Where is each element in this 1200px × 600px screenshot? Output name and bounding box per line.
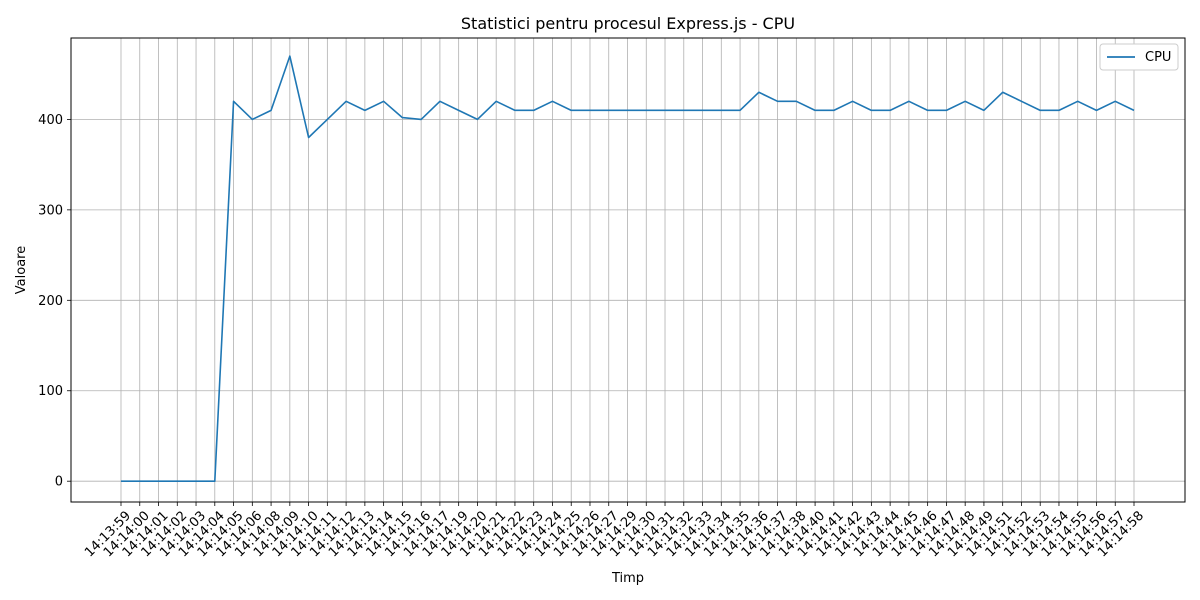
legend: CPU [1099,43,1179,71]
plot-area-frame [70,37,1186,503]
legend-label-cpu: CPU [1145,50,1171,65]
x-axis-label: Timp [611,571,644,586]
y-tick-label: 200 [38,294,63,309]
y-tick-label: 100 [38,384,63,399]
series-group [120,55,1135,483]
y-tick-label: 400 [38,113,63,128]
x-axis: 14:13:5914:14:0014:14:0114:14:0214:14:03… [82,502,1147,560]
grid-lines [71,38,1185,502]
y-tick-label: 0 [55,475,63,490]
chart-title: Statistici pentru procesul Express.js - … [461,14,795,33]
y-tick-label: 300 [38,203,63,218]
y-axis-label: Valoare [14,246,29,294]
legend-box [1099,43,1179,71]
y-axis: 0 100 200 300 400 [38,113,71,490]
